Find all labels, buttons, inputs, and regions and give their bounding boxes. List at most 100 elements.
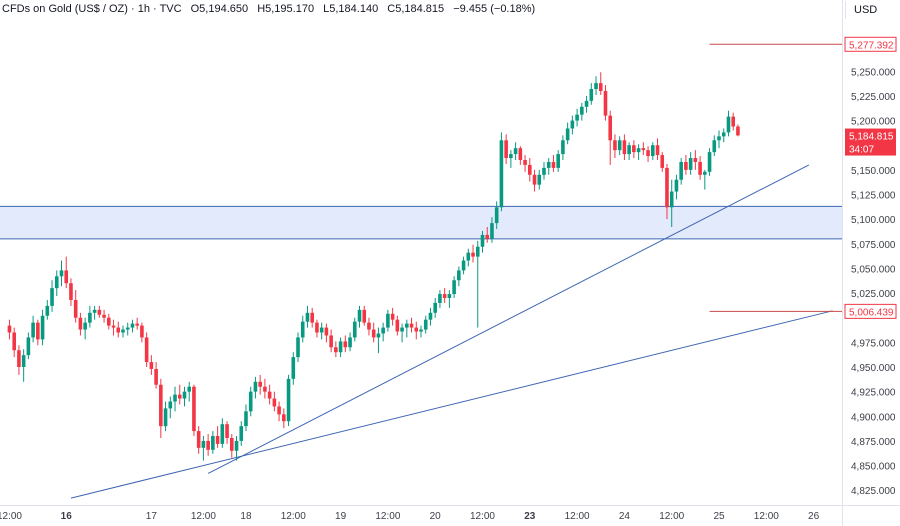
candle-body xyxy=(319,327,324,333)
last-price-label: 5,184.815 xyxy=(849,132,894,143)
candle-body xyxy=(206,440,210,450)
ohlc-open: O5,194.650 xyxy=(190,3,249,15)
candle-body xyxy=(438,294,442,303)
time-tick-label: 19 xyxy=(335,511,347,522)
candle-body xyxy=(258,381,262,387)
candle-body xyxy=(45,305,50,316)
candle-body xyxy=(121,329,125,333)
candle-body xyxy=(409,323,414,328)
candle-body xyxy=(433,302,437,313)
candle-body xyxy=(305,312,310,322)
candle-body xyxy=(324,327,329,336)
chart-header: CFDs on Gold (US$ / OZ) · 1h · TVC O5,19… xyxy=(2,3,535,15)
time-tick-label: 17 xyxy=(146,511,158,522)
supply-demand-zone[interactable] xyxy=(0,205,842,240)
price-tick-label: 4,950.000 xyxy=(851,363,896,374)
interval-label[interactable]: 1h xyxy=(137,3,150,15)
candle-body xyxy=(73,299,78,318)
candle-body xyxy=(693,158,698,162)
time-tick-label: 12:00 xyxy=(281,511,306,522)
candle-body xyxy=(272,398,277,407)
candle-body xyxy=(253,381,258,392)
candle-body xyxy=(641,148,646,151)
candle-body xyxy=(357,309,362,322)
candle-body xyxy=(475,246,480,257)
bar-countdown-label: 34:07 xyxy=(849,145,874,156)
price-tick-label: 4,850.000 xyxy=(851,462,896,473)
price-tick-label: 5,075.000 xyxy=(851,240,896,251)
candle-body xyxy=(277,406,281,415)
candle-body xyxy=(106,317,111,326)
candle-body xyxy=(622,140,627,155)
candle-body xyxy=(684,161,688,170)
candle-body xyxy=(83,322,87,330)
candle-body xyxy=(532,174,537,185)
price-tick-label: 5,200.000 xyxy=(851,117,896,128)
candle-body xyxy=(414,327,419,332)
candle-body xyxy=(59,270,64,277)
candle-body xyxy=(21,355,26,367)
time-tick-label: 23 xyxy=(524,511,536,522)
candle-body xyxy=(26,337,31,356)
candle-body xyxy=(423,319,428,330)
trendlines[interactable] xyxy=(70,164,833,499)
time-tick-label: 26 xyxy=(808,511,820,522)
symbol-name[interactable]: CFDs on Gold (US$ / OZ) xyxy=(2,3,128,15)
candle-body xyxy=(40,315,45,340)
candle-body xyxy=(457,270,461,281)
time-tick-label: 12:00 xyxy=(565,511,590,522)
candle-body xyxy=(428,312,433,320)
candle-body xyxy=(348,337,352,348)
candle-body xyxy=(518,148,523,160)
price-tick-label: 4,825.000 xyxy=(851,486,896,497)
price-tick-label: 4,975.000 xyxy=(851,338,896,349)
candle-body xyxy=(173,394,177,402)
candle-body xyxy=(726,116,731,133)
candle-body xyxy=(211,436,215,450)
candle-body xyxy=(54,276,59,289)
candle-body xyxy=(102,314,106,318)
candle-body xyxy=(509,154,513,159)
trendline-1 xyxy=(207,164,810,474)
candle-body xyxy=(92,309,97,313)
candle-body xyxy=(736,126,740,136)
candle-body xyxy=(192,386,196,432)
candle-body xyxy=(177,394,182,399)
candle-body xyxy=(513,148,518,155)
candle-body xyxy=(248,391,253,412)
candle-body xyxy=(140,325,144,338)
horizontal-levels[interactable] xyxy=(709,43,842,312)
candle-body xyxy=(452,280,456,295)
candle-body xyxy=(125,327,130,330)
candle-body xyxy=(282,414,286,422)
time-tick-label: 12:00 xyxy=(754,511,779,522)
candle-body xyxy=(225,424,229,438)
price-tick-label: 5,225.000 xyxy=(851,92,896,103)
candle-body xyxy=(17,350,21,367)
price-tick-label: 4,875.000 xyxy=(851,437,896,448)
candle-body xyxy=(665,167,669,208)
currency-button[interactable]: USD xyxy=(845,1,895,19)
candle-body xyxy=(300,321,305,338)
time-tick-label: 20 xyxy=(430,511,442,522)
candle-body xyxy=(88,312,92,323)
ohlc-low: L5,184.140 xyxy=(323,3,379,15)
candle-body xyxy=(575,114,579,121)
candle-body xyxy=(598,83,603,91)
candle-body xyxy=(291,357,296,379)
price-tick-label: 5,125.000 xyxy=(851,191,896,202)
last-price-tag xyxy=(845,128,896,156)
candle-body xyxy=(632,145,636,153)
candle-body xyxy=(688,158,693,170)
candle-body xyxy=(703,171,707,175)
candle-body xyxy=(485,234,490,239)
candle-body xyxy=(182,391,187,399)
candle-body xyxy=(286,378,291,422)
ohlc-change: −9.455 (−0.18%) xyxy=(453,3,536,15)
candle-body xyxy=(442,294,447,298)
candle-body xyxy=(400,327,404,332)
candle-body xyxy=(64,270,69,284)
time-tick-label: 25 xyxy=(713,511,725,522)
candle-body xyxy=(717,136,721,141)
